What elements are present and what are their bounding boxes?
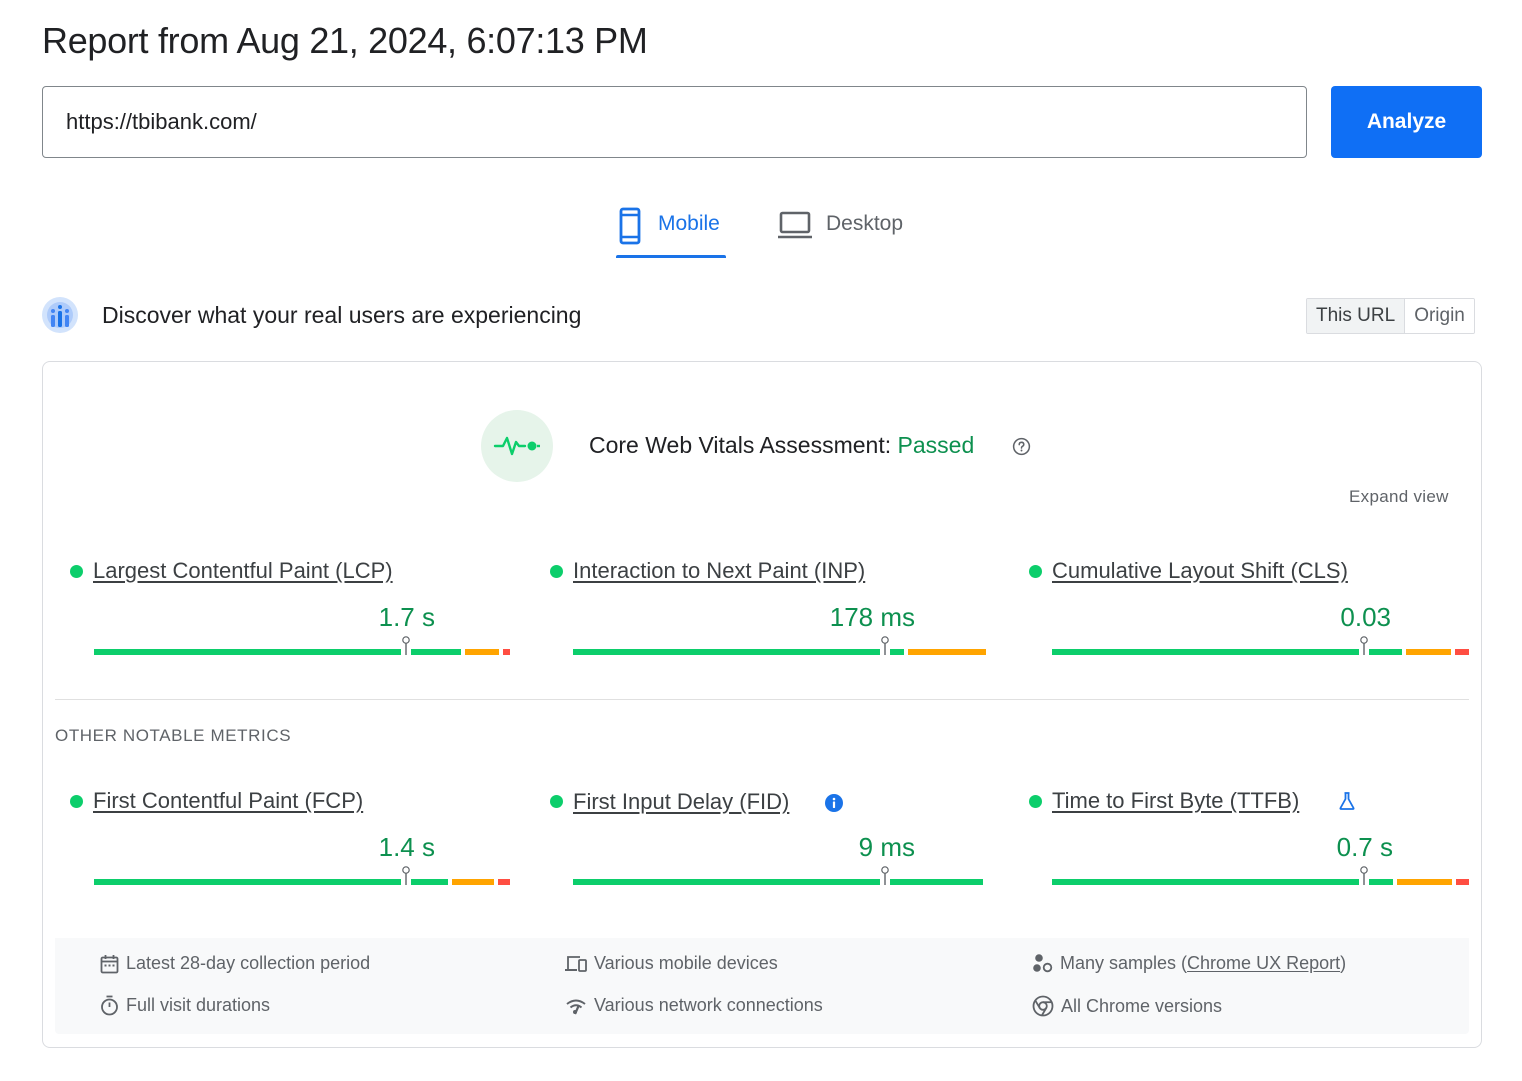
fcp-bar-needs-improvement — [452, 879, 494, 885]
footer-samples-text: Many samples (Chrome UX Report) — [1060, 953, 1346, 974]
cls-p75-marker — [1359, 635, 1369, 655]
analyze-button[interactable]: Analyze — [1331, 86, 1482, 158]
cls-status-dot — [1029, 565, 1042, 578]
footer-chrome-versions: All Chrome versions — [1032, 995, 1222, 1017]
help-icon[interactable] — [1012, 437, 1031, 456]
tab-mobile-label: Mobile — [658, 212, 720, 235]
ttfb-bar-poor — [1456, 879, 1469, 885]
ttfb-bar-good — [1052, 879, 1393, 885]
heartbeat-icon — [493, 436, 540, 456]
lcp-bar-good — [94, 649, 461, 655]
fid-status-dot — [550, 795, 563, 808]
fcp-value: 1.4 s — [378, 832, 435, 862]
cwv-badge — [481, 410, 553, 482]
tab-mobile[interactable]: Mobile — [616, 200, 726, 258]
field-data-heading: Discover what your real users are experi… — [102, 302, 582, 328]
ttfb-status-dot — [1029, 795, 1042, 808]
tab-desktop[interactable]: Desktop — [778, 200, 903, 258]
lcp-p75-marker — [401, 635, 411, 655]
devices-icon — [565, 955, 587, 972]
lcp-status-dot — [70, 565, 83, 578]
url-origin-toggle: This URL Origin — [1306, 298, 1475, 334]
chrome-ux-report-link[interactable]: Chrome UX Report — [1187, 953, 1341, 973]
info-icon[interactable] — [825, 794, 843, 812]
lcp-bar-poor — [503, 649, 510, 655]
report-title: Report from Aug 21, 2024, 6:07:13 PM — [42, 20, 648, 61]
fid-p75-marker — [880, 865, 890, 885]
footer-collection-period: Latest 28-day collection period — [100, 953, 370, 974]
cls-bar-poor — [1455, 649, 1469, 655]
footer-collection-period-text: Latest 28-day collection period — [126, 953, 371, 973]
smartphone-icon — [619, 207, 641, 245]
laptop-icon — [778, 211, 812, 239]
fid-value: 9 ms — [858, 832, 915, 862]
lcp-bar-needs-improvement — [465, 649, 499, 655]
fid-metric-link[interactable]: First Input Delay (FID) — [573, 789, 790, 814]
inp-bar-needs-improvement — [908, 649, 986, 655]
other-metrics-heading: OTHER NOTABLE METRICS — [55, 726, 292, 745]
footer-network-text: Various network connections — [594, 995, 823, 1015]
chrome-icon — [1032, 995, 1054, 1017]
footer-samples-prefix: Many samples ( — [1060, 953, 1188, 973]
fcp-p75-marker — [401, 865, 411, 885]
cwv-assessment-status: Passed — [897, 432, 975, 458]
fcp-bar-poor — [498, 879, 510, 885]
fcp-status-dot — [70, 795, 83, 808]
footer-visit-durations-text: Full visit durations — [126, 995, 271, 1015]
this-url-toggle[interactable]: This URL — [1307, 299, 1406, 333]
footer-devices: Various mobile devices — [565, 953, 778, 974]
cls-metric-link[interactable]: Cumulative Layout Shift (CLS) — [1052, 558, 1348, 583]
inp-metric-link[interactable]: Interaction to Next Paint (INP) — [573, 558, 866, 583]
ttfb-value: 0.7 s — [1336, 832, 1393, 862]
samples-icon — [1033, 954, 1053, 973]
footer-samples-suffix: ) — [1340, 953, 1347, 973]
tab-desktop-label: Desktop — [826, 212, 904, 235]
field-data-card — [42, 361, 1482, 1048]
network-signal-icon — [566, 999, 586, 1014]
inp-value: 178 ms — [829, 602, 915, 632]
cls-value: 0.03 — [1340, 602, 1391, 632]
url-input[interactable] — [42, 86, 1307, 158]
cwv-assessment-label: Core Web Vitals Assessment: — [589, 432, 892, 458]
ttfb-p75-marker — [1359, 865, 1369, 885]
lcp-value: 1.7 s — [378, 602, 435, 632]
fcp-bar-good — [94, 879, 448, 885]
fid-bar-good — [573, 879, 983, 885]
inp-bar-good — [573, 649, 904, 655]
footer-devices-text: Various mobile devices — [594, 953, 778, 973]
cwv-assessment-title: Core Web Vitals Assessment: Passed — [589, 432, 974, 459]
ttfb-metric-link[interactable]: Time to First Byte (TTFB) — [1052, 788, 1300, 813]
fcp-metric-link[interactable]: First Contentful Paint (FCP) — [93, 788, 364, 813]
calendar-icon — [100, 954, 119, 973]
inp-p75-marker — [880, 635, 890, 655]
crux-users-icon — [42, 297, 78, 333]
ttfb-bar-needs-improvement — [1397, 879, 1452, 885]
footer-network: Various network connections — [565, 995, 823, 1016]
cls-bar-good — [1052, 649, 1402, 655]
metrics-divider — [55, 699, 1469, 700]
footer-chrome-versions-text: All Chrome versions — [1061, 995, 1223, 1016]
cls-bar-needs-improvement — [1406, 649, 1451, 655]
lcp-metric-link[interactable]: Largest Contentful Paint (LCP) — [93, 558, 393, 583]
footer-samples: Many samples (Chrome UX Report) — [1032, 953, 1346, 974]
experimental-flask-icon — [1339, 792, 1355, 810]
inp-status-dot — [550, 565, 563, 578]
footer-visit-durations: Full visit durations — [100, 995, 270, 1016]
timer-icon — [101, 995, 118, 1016]
origin-toggle[interactable]: Origin — [1405, 299, 1474, 333]
field-data-footer — [55, 938, 1469, 1034]
expand-view-button[interactable]: Expand view — [1349, 487, 1449, 506]
